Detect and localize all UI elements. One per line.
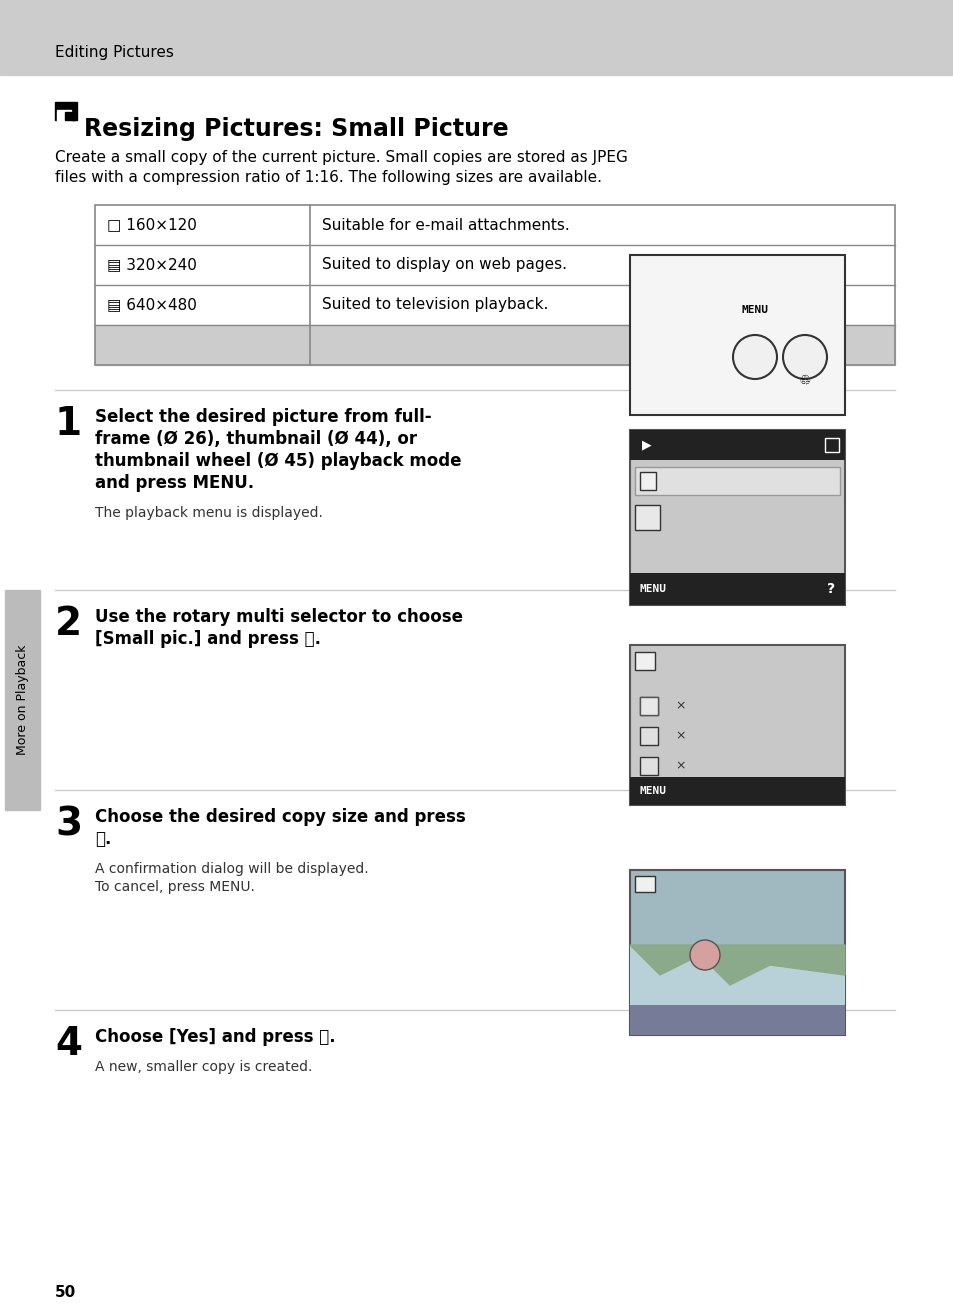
Text: 50: 50 xyxy=(55,1285,76,1300)
Text: 4: 4 xyxy=(55,1025,82,1063)
Text: ?: ? xyxy=(826,582,834,597)
Text: Select the desired picture from full-: Select the desired picture from full- xyxy=(95,409,431,426)
Bar xyxy=(95,205,894,365)
Bar xyxy=(629,777,844,805)
Text: ▤ 640×480: ▤ 640×480 xyxy=(107,297,196,313)
Text: frame (Ø 26), thumbnail (Ø 44), or: frame (Ø 26), thumbnail (Ø 44), or xyxy=(95,430,416,448)
Text: Option: Option xyxy=(173,338,231,352)
Text: Editing Pictures: Editing Pictures xyxy=(55,45,173,59)
Bar xyxy=(0,0,953,75)
Text: Create a small copy of the current picture. Small copies are stored as JPEG: Create a small copy of the current pictu… xyxy=(55,150,627,166)
Text: thumbnail wheel (Ø 45) playback mode: thumbnail wheel (Ø 45) playback mode xyxy=(95,452,461,470)
Bar xyxy=(635,876,655,892)
Text: Use the rotary multi selector to choose: Use the rotary multi selector to choose xyxy=(95,608,462,625)
Circle shape xyxy=(689,940,720,970)
Text: Resizing Pictures: Small Picture: Resizing Pictures: Small Picture xyxy=(84,117,508,141)
Text: A confirmation dialog will be displayed.: A confirmation dialog will be displayed. xyxy=(95,862,368,876)
Text: The playback menu is displayed.: The playback menu is displayed. xyxy=(95,506,322,520)
Bar xyxy=(629,430,844,460)
Text: Suited to display on web pages.: Suited to display on web pages. xyxy=(322,258,566,272)
Text: 2: 2 xyxy=(55,604,82,643)
Text: ×: × xyxy=(675,729,685,742)
Text: Ⓞ.: Ⓞ. xyxy=(95,830,112,848)
Bar xyxy=(639,696,658,715)
Bar xyxy=(5,590,40,809)
Circle shape xyxy=(782,335,826,378)
Bar xyxy=(635,466,840,495)
Bar xyxy=(629,255,844,415)
Text: 1: 1 xyxy=(55,405,82,443)
Text: ×: × xyxy=(675,699,685,712)
Bar xyxy=(629,945,844,1035)
Text: A new, smaller copy is created.: A new, smaller copy is created. xyxy=(95,1060,312,1074)
Text: ▶: ▶ xyxy=(641,439,651,452)
Bar xyxy=(639,757,658,775)
Bar xyxy=(95,325,894,365)
Bar xyxy=(629,870,844,1035)
Text: □ 160×120: □ 160×120 xyxy=(107,218,196,233)
Text: [Small pic.] and press Ⓞ.: [Small pic.] and press Ⓞ. xyxy=(95,629,320,648)
Bar xyxy=(635,505,659,530)
Text: ▤ 320×240: ▤ 320×240 xyxy=(107,258,196,272)
Text: files with a compression ratio of 1:16. The following sizes are available.: files with a compression ratio of 1:16. … xyxy=(55,170,601,185)
Bar xyxy=(55,102,77,120)
Text: and press MENU.: and press MENU. xyxy=(95,474,253,491)
Bar xyxy=(639,727,658,745)
Bar xyxy=(65,112,75,120)
Text: MENU: MENU xyxy=(639,583,666,594)
Bar xyxy=(57,110,71,122)
Text: ♲: ♲ xyxy=(798,373,810,388)
Circle shape xyxy=(732,335,776,378)
Text: 3: 3 xyxy=(55,805,82,844)
Text: MENU: MENU xyxy=(639,786,666,796)
Bar xyxy=(629,645,844,805)
Text: ×: × xyxy=(675,759,685,773)
Text: Suited to television playback.: Suited to television playback. xyxy=(322,297,548,313)
Bar xyxy=(629,573,844,604)
Bar xyxy=(639,472,656,490)
Polygon shape xyxy=(629,945,844,986)
Text: To cancel, press MENU.: To cancel, press MENU. xyxy=(95,880,254,894)
Bar xyxy=(824,438,838,452)
Bar xyxy=(639,696,658,715)
Text: Choose the desired copy size and press: Choose the desired copy size and press xyxy=(95,808,465,827)
Text: MENU: MENU xyxy=(740,305,768,315)
Bar xyxy=(629,1005,844,1035)
Text: Choose [Yes] and press Ⓞ.: Choose [Yes] and press Ⓞ. xyxy=(95,1028,335,1046)
Text: Description: Description xyxy=(553,338,651,352)
Text: Suitable for e-mail attachments.: Suitable for e-mail attachments. xyxy=(322,218,569,233)
Bar xyxy=(629,430,844,604)
Text: More on Playback: More on Playback xyxy=(15,645,29,756)
Bar xyxy=(635,652,655,670)
